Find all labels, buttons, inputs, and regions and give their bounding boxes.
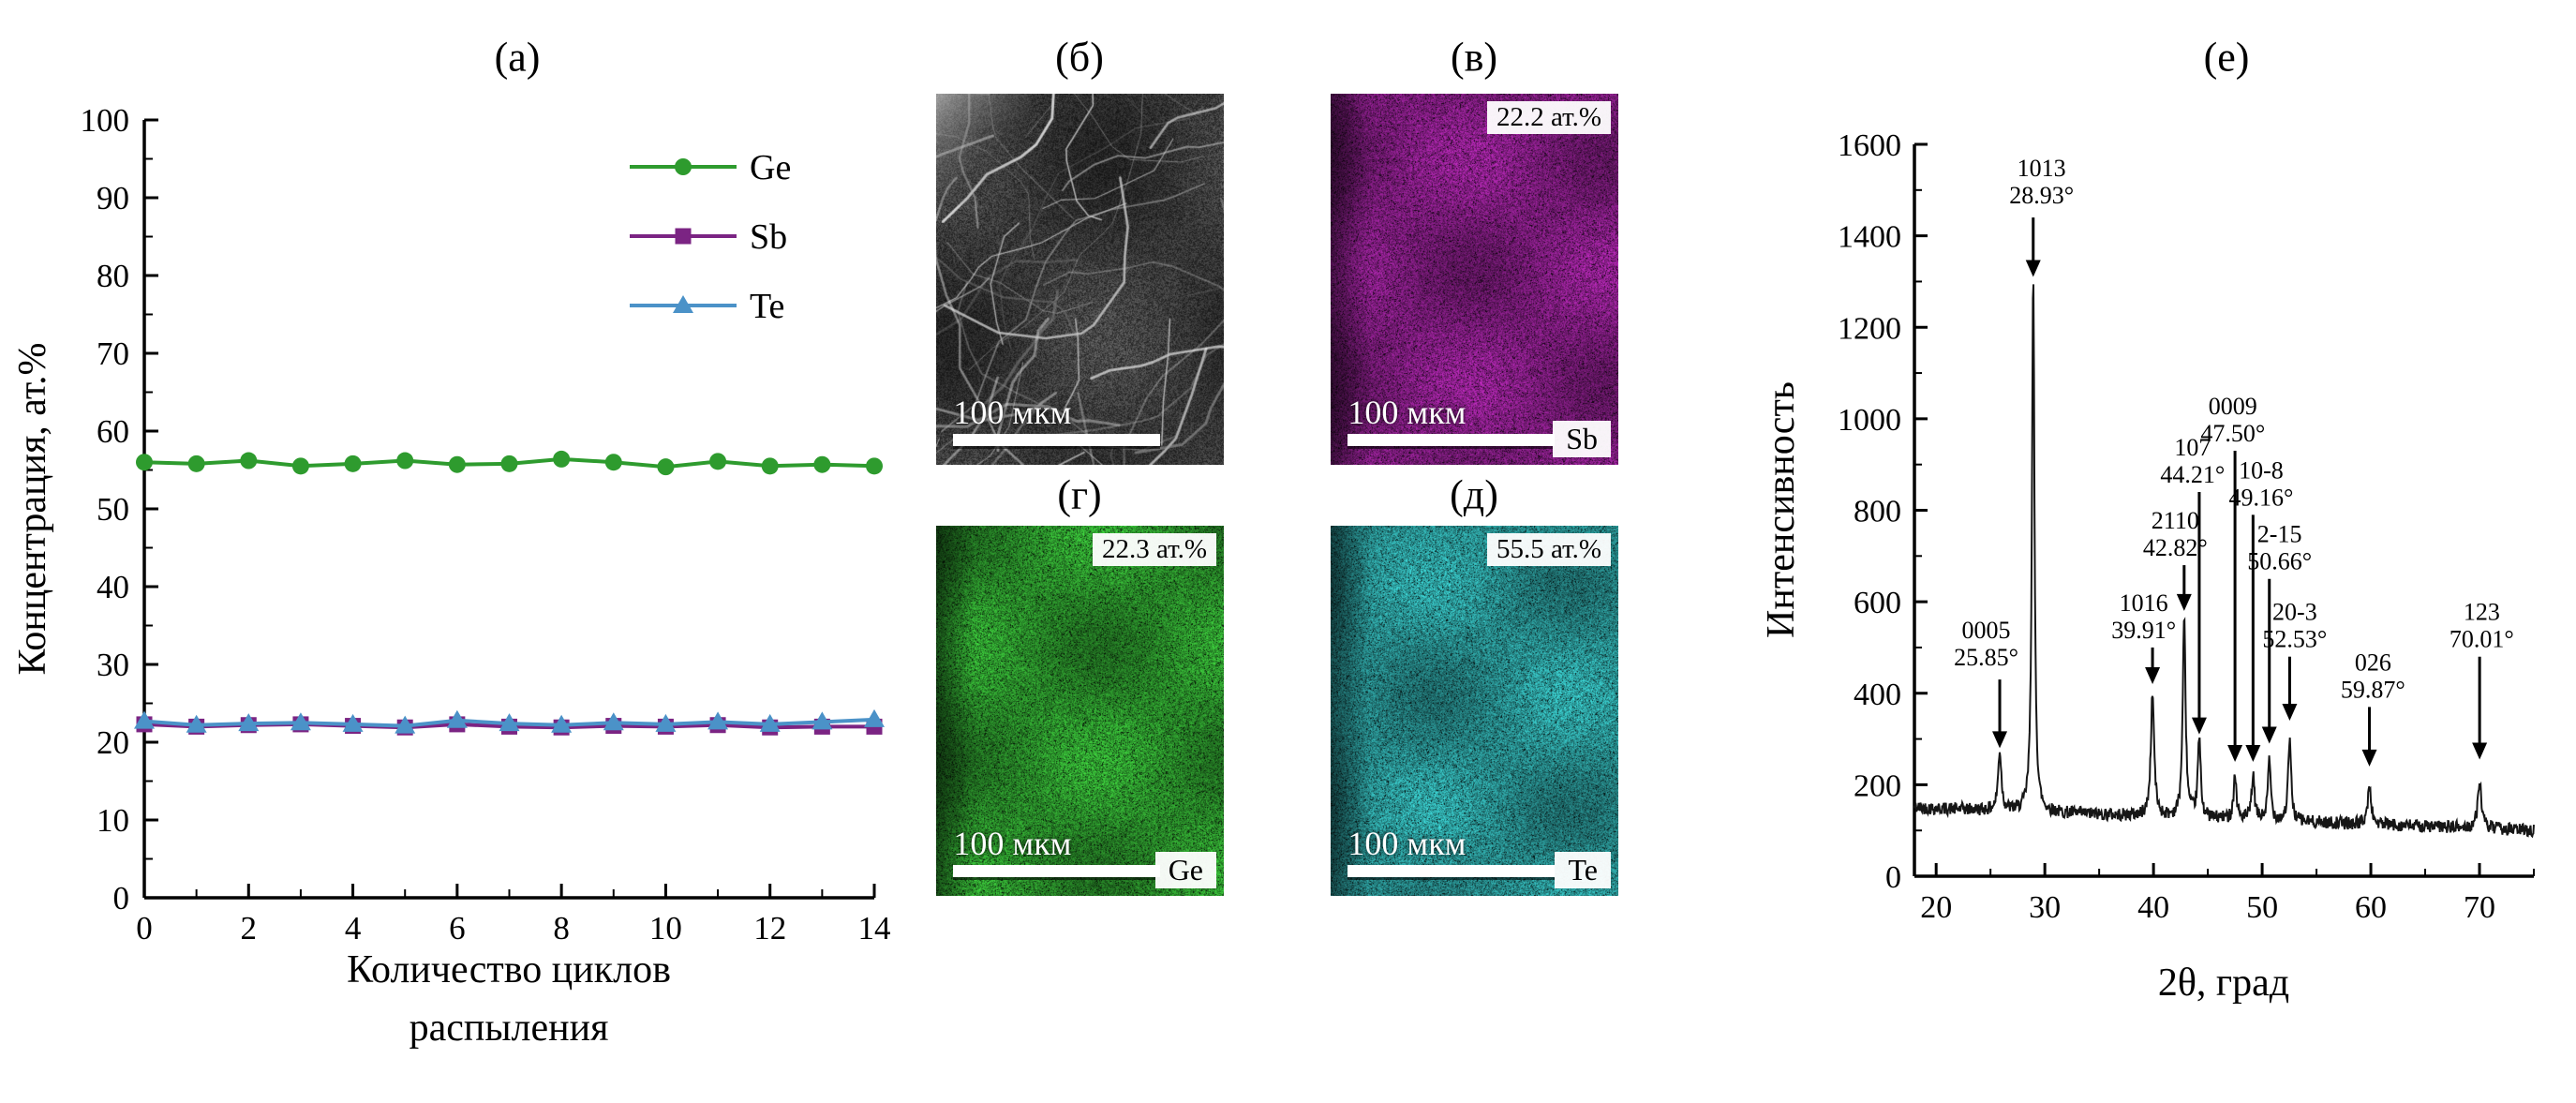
svg-text:123: 123 bbox=[2464, 599, 2500, 626]
svg-text:25.85°: 25.85° bbox=[1954, 644, 2018, 671]
ge-element-badge: Ge bbox=[1154, 852, 1216, 888]
xrd-chart: Интенсивность 2θ, град 0 200 400 600 800 1000… bbox=[1762, 128, 2535, 1005]
scale-bar: 100 мкм bbox=[953, 825, 1161, 878]
svg-text:4: 4 bbox=[345, 910, 362, 946]
scale-bar-label: 100 мкм bbox=[953, 394, 1072, 432]
panel-d-label: (д) bbox=[1450, 471, 1498, 518]
svg-text:0005: 0005 bbox=[1962, 617, 2011, 644]
svg-text:12: 12 bbox=[753, 910, 786, 946]
sb-element-badge: Sb bbox=[1553, 421, 1611, 457]
svg-text:20-3: 20-3 bbox=[2272, 599, 2317, 626]
ge-concentration-badge: 22.3 ат.% bbox=[1092, 533, 1216, 566]
xrd-xlabel: 2θ, град bbox=[2158, 961, 2289, 1005]
svg-text:1000: 1000 bbox=[1838, 403, 1901, 438]
scale-bar: 100 мкм bbox=[1348, 394, 1556, 447]
panel-a-label: (а) bbox=[494, 34, 541, 81]
svg-text:50.66°: 50.66° bbox=[2247, 548, 2312, 575]
scale-bar-line bbox=[1348, 434, 1556, 447]
svg-text:400: 400 bbox=[1854, 678, 1901, 712]
sb-eds-map bbox=[1331, 94, 1618, 465]
scale-bar-label: 100 мкм bbox=[1348, 394, 1467, 432]
svg-text:107: 107 bbox=[2174, 434, 2211, 461]
panel-g-label: (г) bbox=[1057, 471, 1102, 518]
svg-text:0: 0 bbox=[136, 910, 153, 946]
svg-text:60: 60 bbox=[97, 413, 129, 450]
scale-bar-line bbox=[953, 865, 1161, 878]
svg-text:40: 40 bbox=[2137, 890, 2169, 925]
concentration-chart: Концентрация, ат.% Количество циклов рас… bbox=[11, 102, 891, 1050]
svg-text:1400: 1400 bbox=[1838, 220, 1901, 255]
svg-text:6: 6 bbox=[449, 910, 466, 946]
svg-text:14: 14 bbox=[858, 910, 891, 946]
svg-text:70: 70 bbox=[97, 335, 129, 372]
xrd-ylabel: Интенсивность bbox=[1762, 381, 1803, 638]
scale-bar-line bbox=[1348, 865, 1556, 878]
svg-text:0: 0 bbox=[113, 880, 130, 917]
svg-text:Ge: Ge bbox=[750, 148, 791, 187]
svg-text:60: 60 bbox=[2355, 890, 2387, 925]
panel-v-label: (в) bbox=[1450, 34, 1498, 81]
svg-text:10-8: 10-8 bbox=[2239, 456, 2284, 484]
svg-text:30: 30 bbox=[2029, 890, 2061, 925]
svg-text:026: 026 bbox=[2355, 648, 2391, 676]
svg-text:200: 200 bbox=[1854, 768, 1901, 803]
svg-text:2: 2 bbox=[241, 910, 258, 946]
svg-text:90: 90 bbox=[97, 180, 129, 216]
scale-bar-label: 100 мкм bbox=[953, 825, 1072, 863]
svg-text:39.91°: 39.91° bbox=[2111, 617, 2176, 644]
svg-text:800: 800 bbox=[1854, 495, 1901, 529]
svg-text:70.01°: 70.01° bbox=[2449, 626, 2514, 653]
sem-image bbox=[936, 94, 1224, 465]
te-concentration-badge: 55.5 ат.% bbox=[1486, 533, 1611, 566]
panel-b-label: (б) bbox=[1055, 34, 1104, 81]
scale-bar: 100 мкм bbox=[953, 394, 1161, 447]
svg-text:20: 20 bbox=[1920, 890, 1952, 925]
te-element-badge: Te bbox=[1555, 852, 1611, 888]
concentration-xlabel-line2: распыления bbox=[409, 1006, 609, 1050]
te-eds-panel: 55.5 ат.% 100 мкм Te bbox=[1331, 526, 1618, 896]
scale-bar: 100 мкм bbox=[1348, 825, 1556, 878]
svg-text:Sb: Sb bbox=[750, 217, 787, 257]
svg-text:8: 8 bbox=[553, 910, 570, 946]
svg-text:47.50°: 47.50° bbox=[2200, 420, 2265, 447]
svg-text:0: 0 bbox=[1885, 860, 1901, 895]
svg-text:52.53°: 52.53° bbox=[2262, 626, 2327, 653]
svg-text:70: 70 bbox=[2464, 890, 2495, 925]
svg-text:50: 50 bbox=[2246, 890, 2278, 925]
svg-text:80: 80 bbox=[97, 258, 129, 294]
svg-text:600: 600 bbox=[1854, 586, 1901, 620]
svg-text:28.93°: 28.93° bbox=[2009, 182, 2074, 209]
svg-text:50: 50 bbox=[97, 491, 129, 528]
scale-bar-label: 100 мкм bbox=[1348, 825, 1467, 863]
svg-text:1016: 1016 bbox=[2120, 589, 2168, 617]
svg-text:40: 40 bbox=[97, 569, 129, 605]
sb-concentration-badge: 22.2 ат.% bbox=[1486, 101, 1611, 134]
svg-text:59.87°: 59.87° bbox=[2341, 676, 2405, 703]
te-eds-map bbox=[1331, 526, 1618, 896]
svg-text:49.16°: 49.16° bbox=[2228, 484, 2293, 511]
svg-text:1200: 1200 bbox=[1838, 311, 1901, 346]
svg-text:0009: 0009 bbox=[2209, 393, 2257, 420]
scale-bar-line bbox=[953, 434, 1161, 447]
svg-text:2110: 2110 bbox=[2152, 507, 2199, 534]
ge-eds-panel: 22.3 ат.% 100 мкм Ge bbox=[936, 526, 1224, 896]
sem-image-panel: 100 мкм bbox=[936, 94, 1224, 465]
concentration-ylabel: Концентрация, ат.% bbox=[11, 342, 54, 675]
ge-eds-map bbox=[936, 526, 1224, 896]
concentration-xlabel-line1: Количество циклов bbox=[347, 948, 671, 991]
svg-text:Te: Te bbox=[750, 287, 784, 326]
svg-text:30: 30 bbox=[97, 647, 129, 683]
sb-eds-panel: 22.2 ат.% 100 мкм Sb bbox=[1331, 94, 1618, 465]
svg-text:44.21°: 44.21° bbox=[2160, 461, 2225, 488]
svg-text:100: 100 bbox=[81, 102, 130, 139]
svg-text:1600: 1600 bbox=[1838, 128, 1901, 163]
svg-text:2-15: 2-15 bbox=[2257, 521, 2302, 548]
svg-text:10: 10 bbox=[649, 910, 682, 946]
svg-text:42.82°: 42.82° bbox=[2143, 534, 2208, 561]
svg-text:20: 20 bbox=[97, 724, 129, 761]
panel-e-label: (е) bbox=[2203, 34, 2250, 81]
svg-text:1013: 1013 bbox=[2018, 155, 2066, 182]
svg-text:10: 10 bbox=[97, 802, 129, 839]
